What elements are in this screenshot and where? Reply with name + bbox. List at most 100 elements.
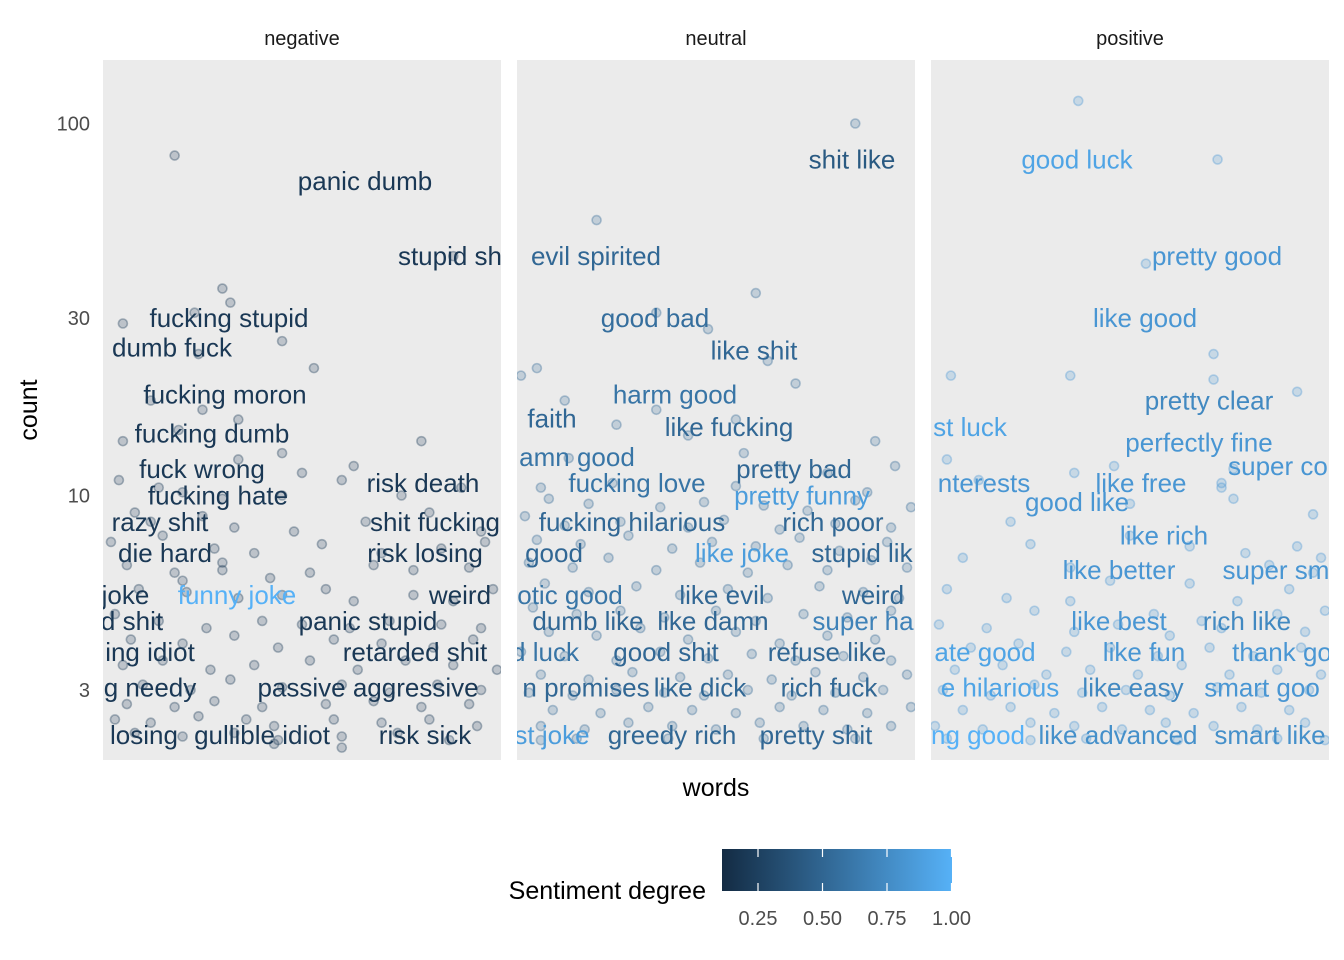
data-point xyxy=(849,733,861,744)
data-point xyxy=(814,581,825,592)
data-point xyxy=(368,559,379,571)
data-point xyxy=(475,684,487,696)
data-point xyxy=(611,655,622,666)
data-point xyxy=(320,583,332,595)
data-point xyxy=(535,482,547,493)
data-point xyxy=(105,536,117,548)
word-label: super co xyxy=(1228,451,1328,481)
data-point xyxy=(117,435,129,447)
y-axis-title: count xyxy=(15,379,43,440)
data-point xyxy=(348,595,360,607)
data-point xyxy=(121,698,133,710)
data-point xyxy=(535,720,547,732)
data-point xyxy=(746,648,758,660)
data-point xyxy=(352,664,364,676)
data-point xyxy=(1303,684,1315,696)
data-point xyxy=(1152,650,1164,662)
word-label: pretty shit xyxy=(760,720,873,750)
data-point xyxy=(447,250,459,262)
data-point xyxy=(1005,701,1016,713)
data-point xyxy=(1299,717,1311,729)
data-point xyxy=(881,536,893,548)
data-point xyxy=(1196,615,1207,627)
data-point xyxy=(137,679,149,691)
word-label: refuse like xyxy=(768,637,887,667)
data-point xyxy=(774,524,785,535)
word-label: losing xyxy=(110,720,178,750)
word-label: like damn xyxy=(657,606,768,636)
data-point xyxy=(1160,717,1172,729)
data-point xyxy=(790,655,801,666)
data-point xyxy=(384,615,395,627)
data-point xyxy=(1096,701,1108,713)
data-point xyxy=(328,714,340,725)
data-point xyxy=(471,720,483,732)
data-point xyxy=(539,578,551,589)
data-point xyxy=(276,589,288,601)
data-point xyxy=(822,564,833,576)
data-point xyxy=(384,687,395,699)
data-point xyxy=(861,487,873,498)
data-point xyxy=(901,562,913,573)
data-point xyxy=(643,701,654,713)
data-point xyxy=(842,724,853,735)
data-point xyxy=(965,642,977,653)
word-label: like joke xyxy=(695,538,789,568)
data-point xyxy=(268,738,280,750)
data-point xyxy=(611,684,622,696)
data-point xyxy=(1065,370,1076,381)
data-point xyxy=(1283,583,1295,595)
data-point xyxy=(1307,509,1319,520)
word-label: st joke xyxy=(514,720,589,750)
data-point xyxy=(730,707,742,719)
word-label: smart like xyxy=(1214,720,1325,750)
data-point xyxy=(941,733,953,744)
data-point xyxy=(650,564,662,576)
data-point xyxy=(264,572,276,584)
data-point xyxy=(173,424,184,436)
data-point xyxy=(782,559,793,571)
data-point xyxy=(949,664,961,676)
data-point xyxy=(1132,669,1144,680)
data-point xyxy=(750,615,762,627)
data-point xyxy=(256,615,268,627)
data-point xyxy=(1212,154,1223,165)
data-point xyxy=(786,690,797,701)
data-point xyxy=(463,698,475,710)
data-point xyxy=(491,664,501,676)
data-point xyxy=(1224,669,1235,680)
data-point xyxy=(830,518,841,529)
data-point xyxy=(177,487,188,498)
word-label: like best xyxy=(1071,606,1167,636)
facet-panels: negative panic dumb stupid sh fucking stupi… xyxy=(101,28,1332,760)
data-point xyxy=(885,605,897,617)
data-point xyxy=(1025,734,1036,746)
data-point xyxy=(682,522,694,533)
data-point xyxy=(666,720,678,732)
data-point xyxy=(865,554,877,566)
data-point xyxy=(233,592,244,604)
data-point xyxy=(1080,733,1092,744)
data-point xyxy=(658,612,670,623)
data-point xyxy=(842,612,853,623)
data-point xyxy=(758,733,770,744)
data-point xyxy=(750,541,762,552)
word-label: thank go xyxy=(1232,637,1332,667)
data-point xyxy=(702,323,714,335)
colorbar-tick-label: 0.75 xyxy=(868,908,907,930)
y-tick-label: 10 xyxy=(68,486,90,508)
word-label: dumb like xyxy=(532,606,643,636)
data-point xyxy=(698,690,710,701)
data-point xyxy=(1144,704,1156,716)
data-point xyxy=(475,526,487,537)
data-point xyxy=(145,717,157,729)
data-point xyxy=(225,297,236,308)
data-point xyxy=(197,404,208,416)
word-label: d shit xyxy=(101,606,164,636)
data-point xyxy=(1315,552,1327,564)
data-point xyxy=(256,701,268,713)
data-point xyxy=(316,538,328,550)
data-point xyxy=(153,615,165,627)
data-point xyxy=(567,562,579,573)
